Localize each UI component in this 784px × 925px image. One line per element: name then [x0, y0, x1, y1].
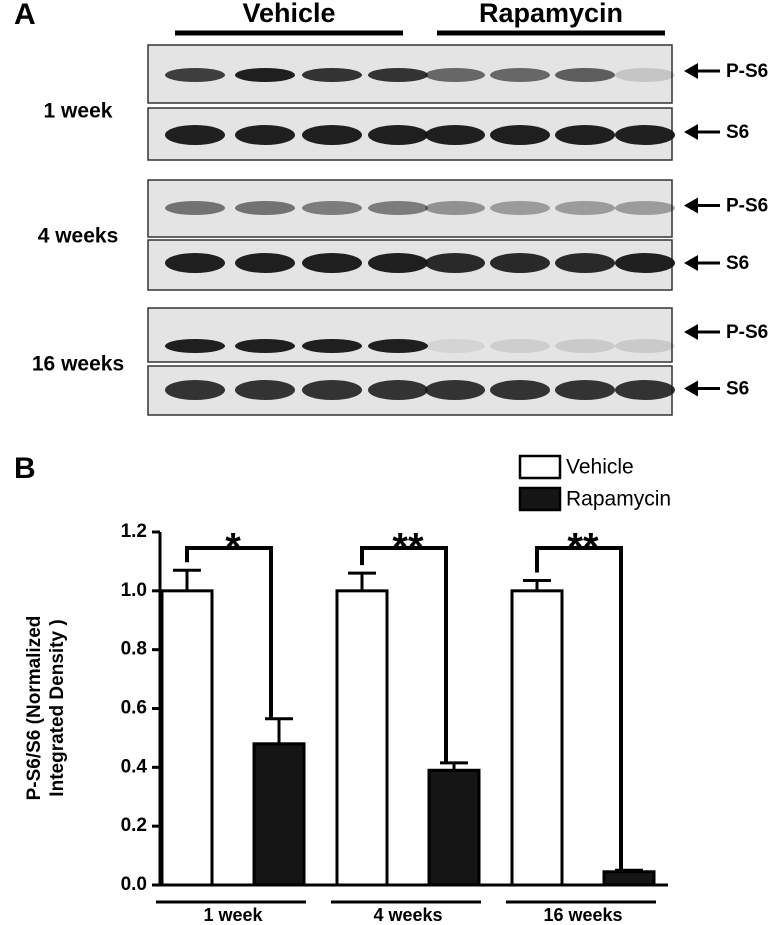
blot-band	[615, 201, 675, 215]
significance-bracket	[360, 546, 448, 763]
y-axis-label-line: Integrated Density )	[47, 619, 68, 796]
group-label: Vehicle	[242, 0, 335, 28]
y-tick-label: 0.0	[121, 874, 147, 895]
y-tick-label: 1.2	[121, 521, 147, 542]
blot-band	[235, 201, 295, 215]
blot-band	[302, 125, 362, 145]
blot-band	[425, 201, 485, 215]
blot-band	[235, 68, 295, 82]
legend-label: Vehicle	[566, 456, 634, 479]
blot-band	[368, 339, 428, 353]
blot-band	[555, 68, 615, 82]
arrow-head	[684, 380, 698, 397]
band-label: P-S6	[726, 322, 768, 343]
blot-band	[490, 201, 550, 215]
significance-label: **	[392, 526, 424, 570]
blot-band	[555, 201, 615, 215]
blot-band	[615, 380, 675, 400]
blot-band	[555, 339, 615, 353]
blot-band	[615, 339, 675, 353]
blot-band	[368, 68, 428, 82]
blot-band	[235, 339, 295, 353]
y-axis-label-line: P-S6/S6 (Normalized	[24, 616, 45, 801]
blot-band	[235, 253, 295, 273]
blot-band	[368, 253, 428, 273]
band-label: S6	[726, 379, 749, 400]
band-label: P-S6	[726, 196, 768, 217]
blot-band	[165, 68, 225, 82]
y-tick-label: 0.4	[121, 756, 148, 777]
blot-band	[425, 125, 485, 145]
y-tick-label: 1.0	[121, 580, 147, 601]
arrow-head	[684, 124, 698, 140]
blot-band	[235, 125, 295, 145]
row-label: 4 weeks	[38, 225, 119, 248]
significance-label: **	[567, 526, 599, 570]
band-label: S6	[726, 122, 749, 143]
x-tick-label: 4 weeks	[373, 905, 442, 925]
blot-band	[490, 339, 550, 353]
band-label: P-S6	[726, 61, 768, 82]
legend-swatch	[518, 486, 562, 512]
blot-band	[302, 201, 362, 215]
y-tick-label: 0.8	[121, 639, 147, 660]
blot-band	[425, 380, 485, 400]
blot-band	[490, 380, 550, 400]
blot-band	[302, 380, 362, 400]
blot-band	[615, 68, 675, 82]
blot-band	[302, 68, 362, 82]
bar	[252, 742, 306, 887]
arrow-head	[684, 324, 698, 340]
y-tick-label: 0.2	[121, 815, 147, 836]
arrow-head	[684, 197, 698, 214]
x-tick-label: 1 week	[203, 905, 263, 925]
blot-band	[490, 253, 550, 273]
band-label: S6	[726, 253, 749, 274]
blot-band	[490, 125, 550, 145]
blot-band	[165, 253, 225, 273]
row-label: 1 week	[44, 100, 113, 123]
blot-band	[368, 380, 428, 400]
significance-label: *	[225, 526, 241, 570]
blot-band	[368, 125, 428, 145]
panel-label: A	[14, 0, 36, 31]
blot-band	[425, 253, 485, 273]
x-tick-label: 16 weeks	[543, 905, 622, 925]
blot-band	[302, 253, 362, 273]
blot-band	[235, 380, 295, 400]
bar	[335, 589, 389, 887]
blot-strip	[147, 307, 673, 363]
blot-band	[165, 339, 225, 353]
blot-band	[302, 339, 362, 353]
blot-band	[425, 68, 485, 82]
bar	[427, 768, 481, 887]
bar	[602, 870, 656, 887]
row-label: 16 weeks	[32, 353, 124, 376]
y-axis-label: P-S6/S6 (Normalized Integrated Density )	[24, 616, 68, 801]
legend-label: Rapamycin	[566, 488, 671, 511]
blot-band	[555, 125, 615, 145]
blot-band	[490, 68, 550, 82]
group-label: Rapamycin	[479, 0, 623, 28]
blot-band	[368, 201, 428, 215]
y-tick-label: 0.6	[121, 698, 147, 719]
blot-band	[165, 201, 225, 215]
blot-band	[555, 380, 615, 400]
bar	[160, 589, 214, 887]
blot-band	[165, 125, 225, 145]
significance-bracket	[535, 546, 623, 871]
blot-band	[425, 339, 485, 353]
blot-band	[615, 253, 675, 273]
blot-band	[165, 380, 225, 400]
significance-bracket	[185, 546, 273, 719]
panel-label: B	[14, 452, 36, 485]
legend-swatch	[518, 454, 562, 480]
blot-band	[615, 125, 675, 145]
arrow-head	[684, 255, 698, 271]
bar	[510, 589, 564, 887]
blot-band	[555, 253, 615, 273]
arrow-head	[684, 63, 698, 79]
